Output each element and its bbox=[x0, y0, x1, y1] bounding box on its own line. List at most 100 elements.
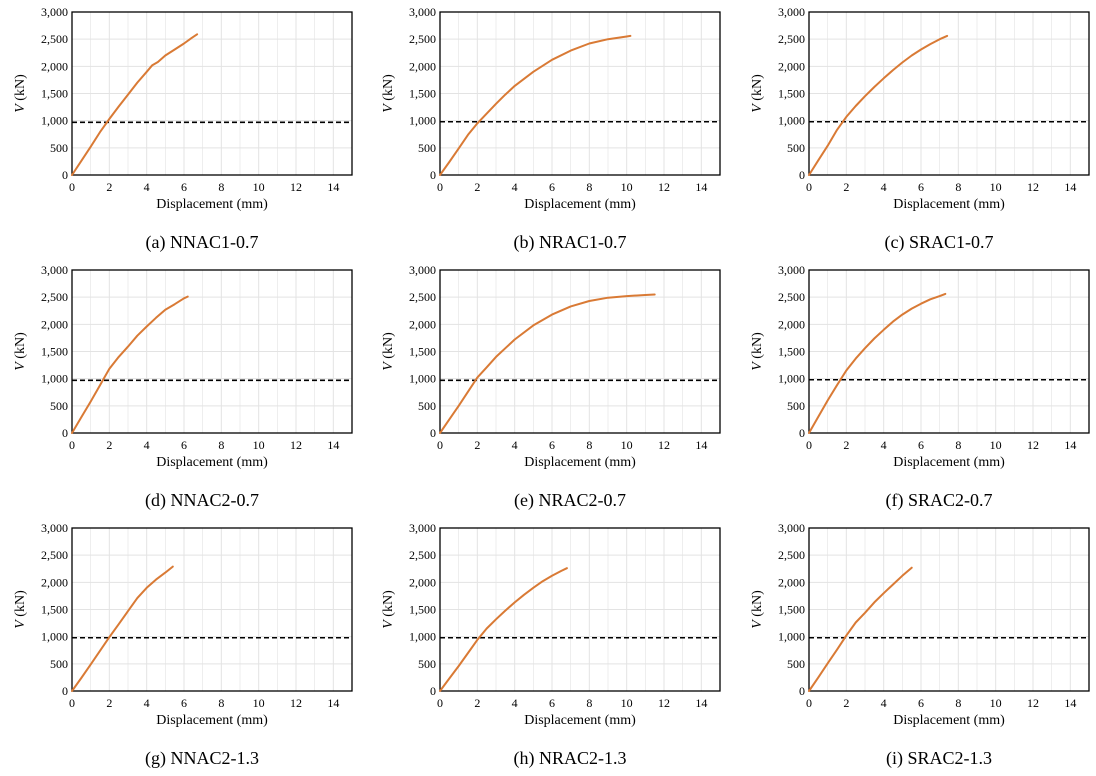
y-tick-label: 2,500 bbox=[41, 290, 68, 304]
x-tick-label: 4 bbox=[881, 438, 887, 452]
y-tick-label: 500 bbox=[50, 657, 68, 671]
x-tick-label: 4 bbox=[512, 180, 518, 194]
y-tick-label: 0 bbox=[62, 426, 68, 440]
y-tick-label: 2,000 bbox=[41, 575, 68, 589]
x-tick-label: 6 bbox=[549, 180, 555, 194]
panel-caption: (i) SRAC2-1.3 bbox=[886, 748, 992, 769]
gridlines bbox=[809, 270, 1089, 433]
y-tick-label: 3,000 bbox=[778, 263, 805, 277]
y-tick-label: 3,000 bbox=[409, 521, 436, 535]
x-axis-title: Displacement (mm) bbox=[156, 455, 268, 470]
y-tick-label: 3,000 bbox=[409, 263, 436, 277]
y-tick-label: 2,000 bbox=[409, 59, 436, 73]
y-tick-label: 0 bbox=[799, 684, 805, 698]
x-tick-label: 14 bbox=[327, 696, 339, 710]
y-tick-label: 1,000 bbox=[409, 630, 436, 644]
x-axis-title: Displacement (mm) bbox=[524, 713, 636, 728]
y-tick-label: 2,000 bbox=[41, 59, 68, 73]
x-tick-label: 10 bbox=[621, 696, 633, 710]
x-tick-label: 8 bbox=[218, 696, 224, 710]
x-tick-label: 8 bbox=[955, 438, 961, 452]
y-tick-label: 1,000 bbox=[41, 114, 68, 128]
x-tick-label: 12 bbox=[1027, 438, 1039, 452]
plot-frame bbox=[71, 11, 353, 176]
x-tick-label: 10 bbox=[990, 180, 1002, 194]
y-tick-label: 3,000 bbox=[409, 5, 436, 19]
x-tick-label: 8 bbox=[586, 438, 592, 452]
x-tick-label: 0 bbox=[437, 438, 443, 452]
x-tick-label: 6 bbox=[181, 438, 187, 452]
plot-frame bbox=[808, 527, 1090, 692]
y-tick-label: 2,500 bbox=[41, 548, 68, 562]
x-axis-title: Displacement (mm) bbox=[524, 455, 636, 470]
y-tick-label: 3,000 bbox=[778, 5, 805, 19]
x-tick-label: 2 bbox=[843, 438, 849, 452]
x-tick-label: 10 bbox=[621, 438, 633, 452]
plot-frame bbox=[439, 269, 721, 434]
x-axis-title: Displacement (mm) bbox=[524, 197, 636, 212]
y-tick-label: 1,500 bbox=[409, 87, 436, 101]
y-tick-label: 500 bbox=[50, 399, 68, 413]
plot-frame bbox=[71, 527, 353, 692]
x-tick-label: 4 bbox=[144, 438, 150, 452]
chart-panel: 0 500 1,000 1,500 2,000 2,500 3,000 0 2 4 6 8 10 12 14… bbox=[750, 263, 1090, 511]
gridlines bbox=[72, 270, 352, 433]
panel-caption: (h) NRAC2-1.3 bbox=[514, 748, 627, 769]
x-axis-title: Displacement (mm) bbox=[893, 455, 1005, 470]
x-tick-label: 10 bbox=[990, 696, 1002, 710]
data-series-line bbox=[439, 567, 568, 692]
data-series-line bbox=[439, 293, 656, 434]
chart-panel: 0 500 1,000 1,500 2,000 2,500 3,000 0 2 4 6 8 10 12 14… bbox=[750, 521, 1090, 769]
y-tick-label: 2,500 bbox=[409, 548, 436, 562]
y-tick-label: 500 bbox=[418, 399, 436, 413]
y-tick-label: 0 bbox=[62, 168, 68, 182]
x-tick-label: 12 bbox=[290, 180, 302, 194]
gridlines bbox=[72, 528, 352, 691]
y-tick-label: 1,000 bbox=[778, 372, 805, 386]
x-tick-label: 14 bbox=[695, 438, 707, 452]
y-tick-label: 0 bbox=[430, 426, 436, 440]
y-tick-label: 500 bbox=[787, 399, 805, 413]
panel-caption: (f) SRAC2-0.7 bbox=[886, 490, 993, 511]
plot-frame bbox=[71, 269, 353, 434]
y-tick-label: 2,500 bbox=[778, 548, 805, 562]
x-tick-label: 4 bbox=[881, 180, 887, 194]
x-tick-label: 6 bbox=[918, 438, 924, 452]
x-tick-label: 6 bbox=[549, 438, 555, 452]
x-tick-label: 0 bbox=[69, 438, 75, 452]
x-tick-label: 10 bbox=[253, 180, 265, 194]
y-tick-label: 500 bbox=[787, 141, 805, 155]
y-tick-label: 1,000 bbox=[41, 372, 68, 386]
y-tick-label: 1,500 bbox=[41, 603, 68, 617]
y-tick-label: 2,500 bbox=[778, 290, 805, 304]
x-tick-label: 2 bbox=[106, 180, 112, 194]
y-axis-title: V (kN) bbox=[750, 332, 765, 371]
chart-panel: 0 500 1,000 1,500 2,000 2,500 3,000 0 2 4 6 8 10 12 14… bbox=[381, 5, 721, 253]
x-tick-label: 8 bbox=[218, 438, 224, 452]
y-tick-label: 1,000 bbox=[41, 630, 68, 644]
x-tick-label: 2 bbox=[106, 696, 112, 710]
y-tick-label: 2,500 bbox=[409, 32, 436, 46]
x-tick-label: 8 bbox=[955, 180, 961, 194]
x-tick-label: 6 bbox=[918, 180, 924, 194]
y-tick-label: 1,500 bbox=[41, 87, 68, 101]
chart-panel: 0 500 1,000 1,500 2,000 2,500 3,000 0 2 4 6 8 10 12 14… bbox=[381, 521, 721, 769]
y-tick-label: 1,000 bbox=[409, 114, 436, 128]
x-tick-label: 8 bbox=[218, 180, 224, 194]
x-tick-label: 14 bbox=[695, 696, 707, 710]
x-tick-label: 0 bbox=[437, 180, 443, 194]
x-axis-title: Displacement (mm) bbox=[893, 713, 1005, 728]
y-tick-label: 2,000 bbox=[409, 575, 436, 589]
x-tick-label: 10 bbox=[253, 438, 265, 452]
x-tick-label: 14 bbox=[695, 180, 707, 194]
x-tick-label: 4 bbox=[512, 696, 518, 710]
x-tick-label: 12 bbox=[658, 696, 670, 710]
x-axis-title: Displacement (mm) bbox=[156, 197, 268, 212]
panel-caption: (d) NNAC2-0.7 bbox=[145, 490, 259, 511]
y-tick-label: 500 bbox=[418, 141, 436, 155]
y-tick-label: 3,000 bbox=[778, 521, 805, 535]
y-tick-label: 3,000 bbox=[41, 521, 68, 535]
y-tick-label: 1,500 bbox=[778, 87, 805, 101]
y-tick-label: 3,000 bbox=[41, 263, 68, 277]
